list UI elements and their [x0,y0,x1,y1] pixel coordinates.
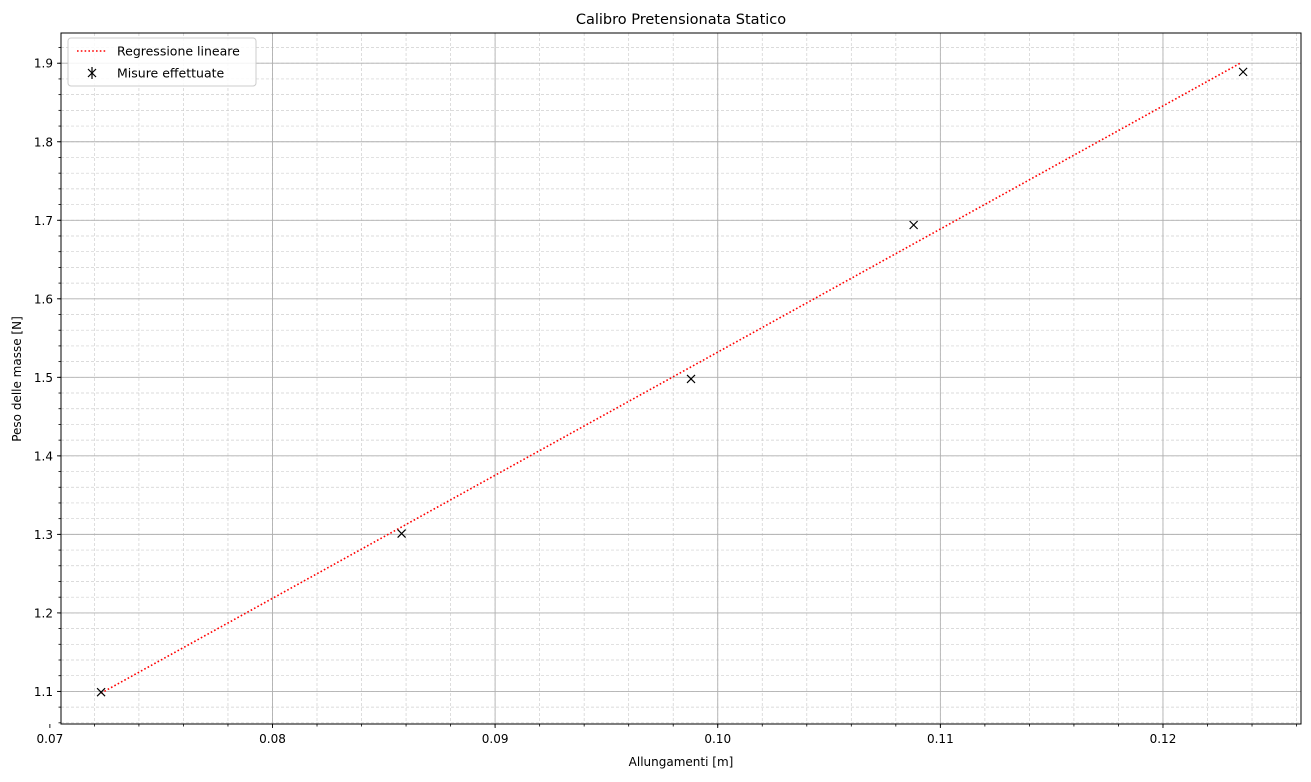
y-tick-label: 1.1 [34,685,53,699]
y-tick-label: 1.4 [34,449,53,463]
x-tick-label: 0.08 [259,732,286,746]
marker-stroke [686,374,696,384]
regression-line [100,62,1242,694]
y-tick-label: 1.2 [34,606,53,620]
x-tick-label: 0.07 [37,732,64,746]
legend: Regressione lineare Misure effettuate [67,37,257,87]
y-tick-label: 1.8 [34,135,53,149]
minor-grid [61,33,1301,724]
data-point-marker [397,529,407,539]
marker-stroke [397,529,407,539]
legend-label: Regressione lineare [117,44,240,59]
y-axis-title: Peso delle masse [N] [10,316,24,442]
x-tick-label: 0.11 [927,732,954,746]
x-tick-label: 0.10 [704,732,731,746]
legend-box [67,37,257,87]
tick-labels: 0.07 0.08 0.09 0.10 0.11 0.12 1.1 1.2 1.3 1.4 1.5 1… [34,57,1176,746]
legend-marker-handle [87,67,97,79]
legend-label: Misure effettuate [117,66,224,81]
tick-marks [49,47,1297,728]
x-axis-title: Allungamenti [m] [629,755,734,769]
data-point-marker [96,687,106,697]
data-point-marker [686,374,696,384]
marker-stroke [1238,67,1248,77]
y-tick-label: 1.5 [34,371,53,385]
x-tick-label: 0.09 [482,732,509,746]
y-tick-label: 1.3 [34,528,53,542]
data-point-marker [909,220,919,230]
x-tick-label: 0.12 [1150,732,1177,746]
plot-frame [60,32,1302,725]
y-tick-label: 1.6 [34,292,53,306]
y-tick-label: 1.7 [34,214,53,228]
chart-title: Calibro Pretensionata Statico [576,12,786,28]
data-point-marker [1238,67,1248,77]
marker-stroke [96,687,106,697]
plot-series [96,62,1248,697]
marker-stroke [909,220,919,230]
major-grid [61,33,1301,724]
y-tick-label: 1.9 [34,57,53,71]
axes-frame [60,32,1302,725]
